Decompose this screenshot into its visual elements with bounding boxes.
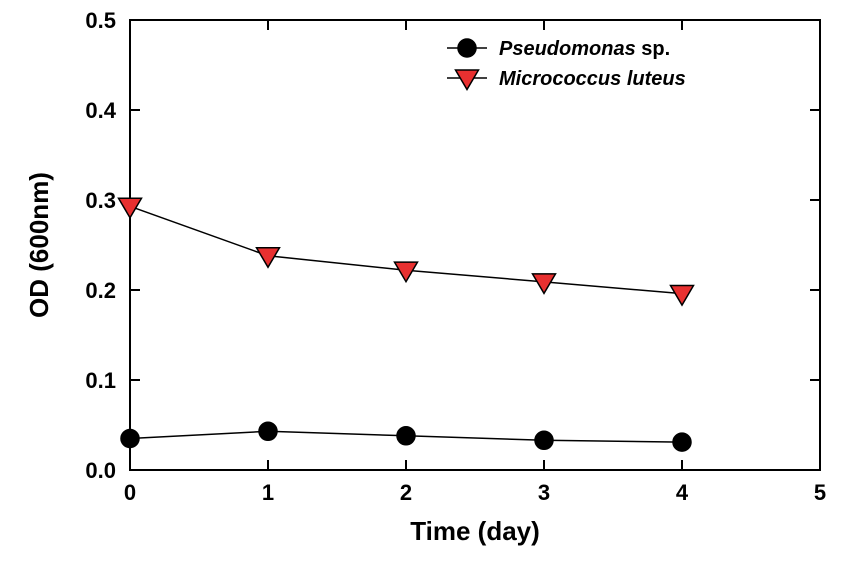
series-marker-1	[533, 274, 556, 294]
y-tick-label: 0.0	[85, 458, 116, 483]
chart-container: 0 1 2 3 4 5 0.0 0.1 0.2 0.3 0.4 0.5 Time (day) OD (60…	[0, 0, 862, 569]
x-tick-label: 0	[124, 480, 136, 505]
y-tick-label: 0.1	[85, 368, 116, 393]
x-axis-label: Time (day)	[410, 516, 540, 546]
series-marker-0	[535, 431, 553, 449]
series-marker-1	[119, 198, 142, 218]
x-tick-label: 2	[400, 480, 412, 505]
legend-marker-0	[458, 39, 476, 57]
y-tick-label: 0.2	[85, 278, 116, 303]
x-tick-label: 1	[262, 480, 274, 505]
y-axis-label: OD (600nm)	[24, 172, 54, 318]
y-tick-label: 0.4	[85, 98, 116, 123]
series-marker-0	[673, 433, 691, 451]
legend-marker-1	[456, 70, 479, 90]
y-tick-label: 0.3	[85, 188, 116, 213]
legend-label-1: Micrococcus luteus	[499, 68, 686, 90]
series-marker-1	[257, 248, 280, 268]
series-marker-0	[397, 427, 415, 445]
x-tick-label: 5	[814, 480, 826, 505]
series-marker-0	[259, 422, 277, 440]
chart-svg: 0 1 2 3 4 5 0.0 0.1 0.2 0.3 0.4 0.5 Time (day) OD (60…	[0, 0, 862, 569]
y-tick-label: 0.5	[85, 8, 116, 33]
legend-label-0: Pseudomonas sp.	[499, 38, 670, 60]
x-tick-label: 4	[676, 480, 689, 505]
series-marker-1	[671, 286, 694, 306]
series-marker-0	[121, 430, 139, 448]
x-tick-label: 3	[538, 480, 550, 505]
series-marker-1	[395, 262, 418, 282]
